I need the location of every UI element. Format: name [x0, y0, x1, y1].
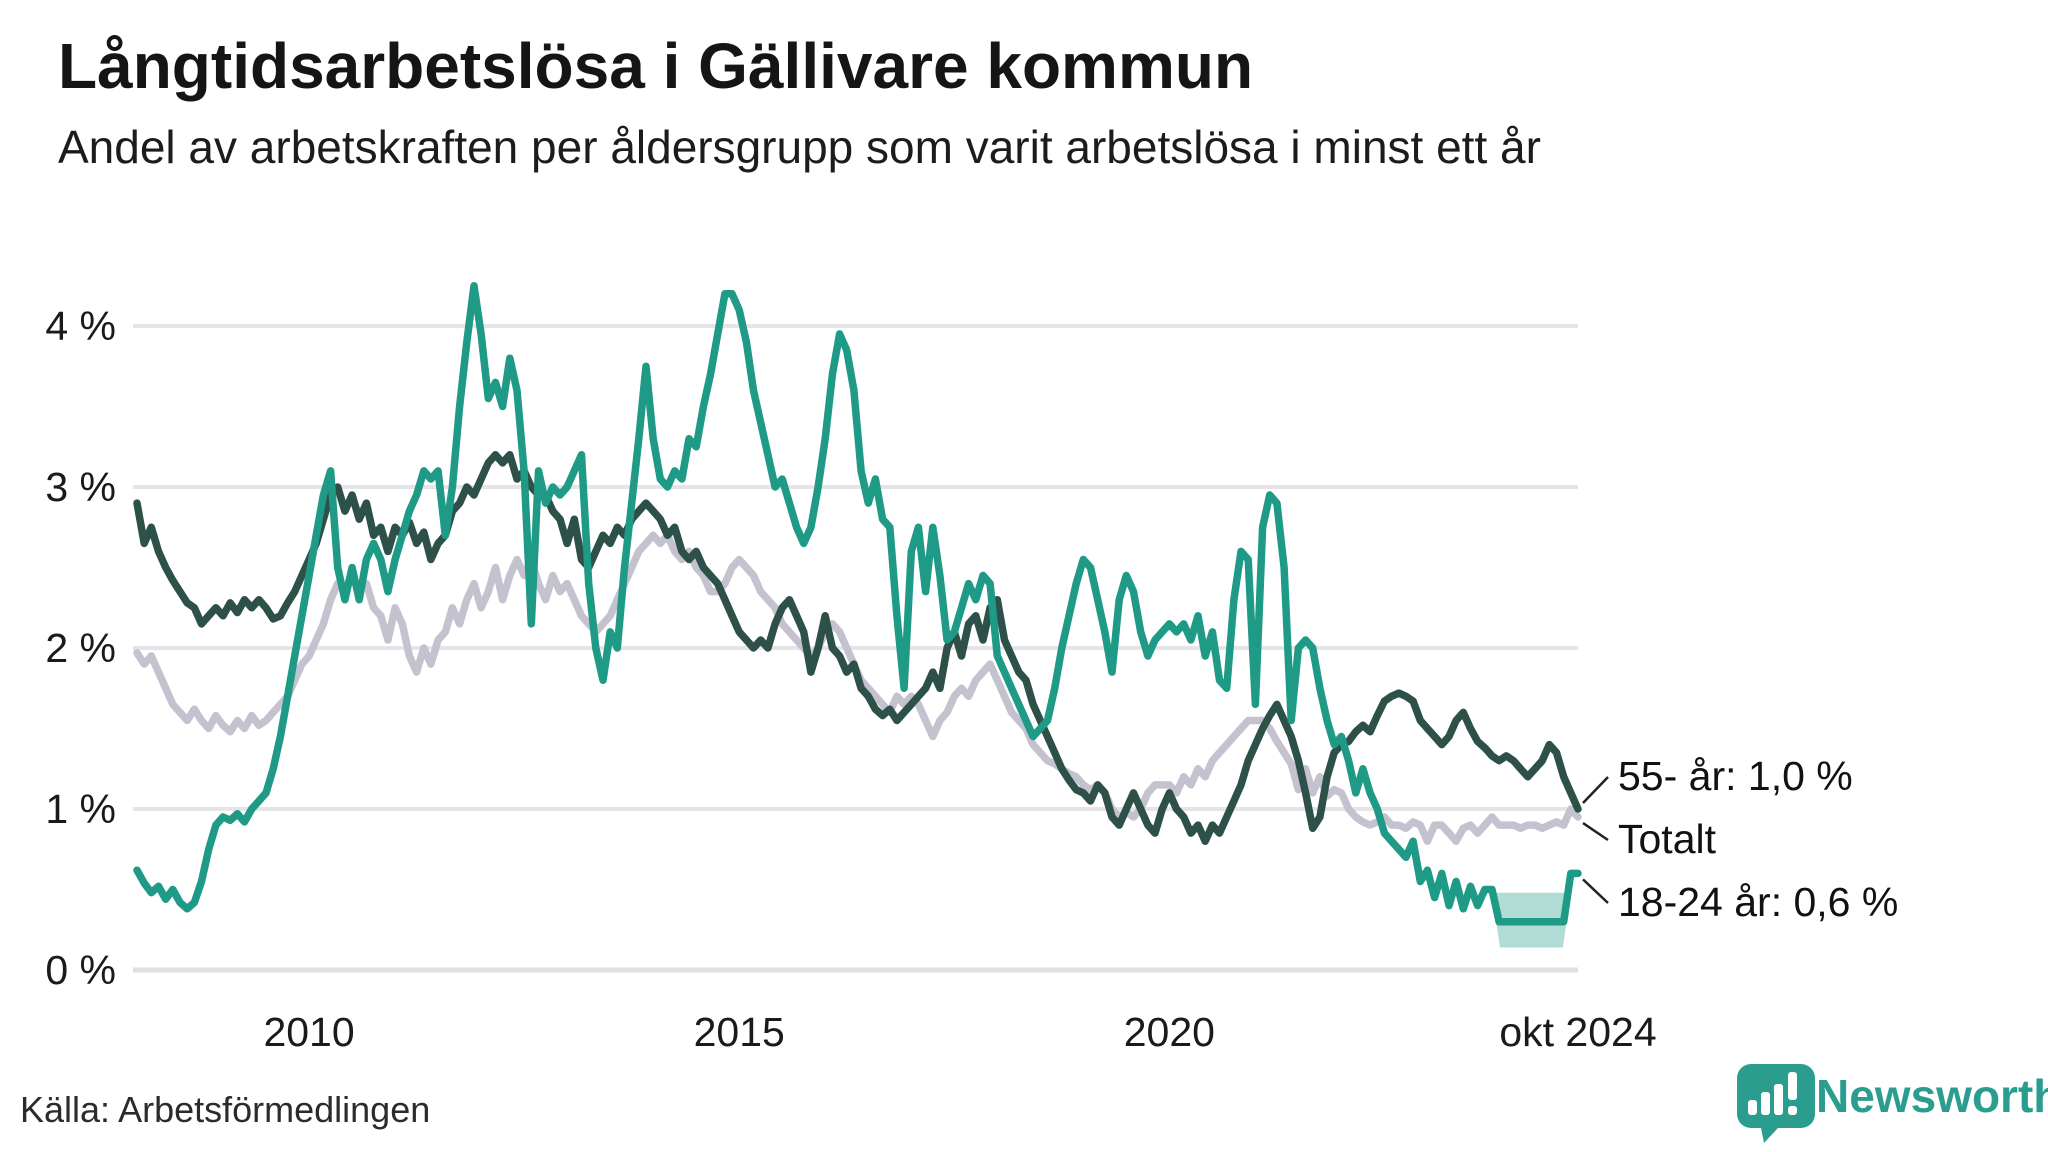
end-label-totalt: Totalt [1618, 816, 1717, 862]
bar-chart-speech-bubble-icon [1737, 1064, 1815, 1143]
series-lines [133, 282, 1582, 926]
series-line-55-r [133, 451, 1582, 845]
x-tick-label: 2020 [1124, 1009, 1215, 1055]
source-note: Källa: Arbetsförmedlingen [20, 1089, 430, 1130]
x-tick-label: okt 2024 [1499, 1009, 1656, 1055]
leader-line-18-24-r [1582, 878, 1609, 904]
y-axis-labels: 0 % 1 % 2 % 3 % 4 % [45, 303, 116, 993]
page-title: Långtidsarbetslösa i Gällivare kommun [58, 30, 1253, 102]
end-label-55-r: 55- år: 1,0 % [1618, 753, 1853, 799]
y-tick-label: 1 % [45, 786, 116, 832]
exclamation-dot [1788, 1106, 1797, 1115]
leader-line-totalt [1582, 822, 1609, 842]
y-tick-label: 4 % [45, 303, 116, 349]
x-tick-label: 2015 [694, 1009, 785, 1055]
x-axis-labels: 2010 2015 2020 okt 2024 [263, 1009, 1656, 1055]
series-line-18-24-r [133, 282, 1582, 926]
x-tick-label: 2010 [263, 1009, 354, 1055]
bar-1 [1748, 1100, 1757, 1115]
exclamation-bar [1788, 1072, 1797, 1100]
y-tick-label: 2 % [45, 625, 116, 671]
chart-subtitle: Andel av arbetskraften per åldersgrupp s… [58, 121, 1541, 173]
end-label-18-24-r: 18-24 år: 0,6 % [1618, 879, 1898, 925]
series-end-labels: 55- år: 1,0 % Totalt 18-24 år: 0,6 % [1582, 753, 1898, 925]
brand-name: Newsworthy [1816, 1070, 2048, 1122]
bar-3 [1774, 1084, 1783, 1115]
y-tick-label: 3 % [45, 464, 116, 510]
leader-line-55-r [1582, 776, 1609, 804]
bar-2 [1761, 1092, 1770, 1115]
branding: Newsworthy [1737, 1064, 2048, 1143]
y-tick-label: 0 % [45, 947, 116, 993]
gridlines [133, 324, 1578, 973]
